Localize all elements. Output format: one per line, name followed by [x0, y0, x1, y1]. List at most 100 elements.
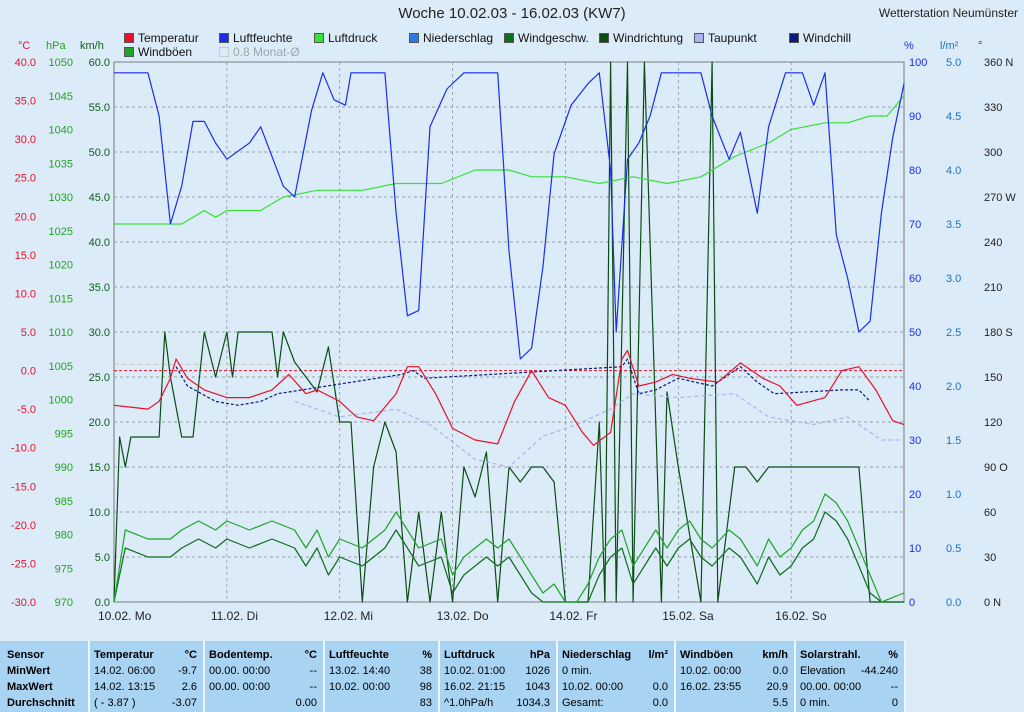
- stats-cell-time: Gesamt:: [562, 697, 604, 709]
- direction-tick-label: 330: [984, 102, 1002, 114]
- direction-tick-label: 120: [984, 417, 1002, 429]
- stats-column-header: Solarstrahl.%: [796, 647, 904, 663]
- wind-tick-label: 0.0: [95, 597, 110, 609]
- pressure-unit: hPa: [46, 40, 66, 52]
- stats-cell-value: --: [890, 681, 898, 693]
- temp-tick-label: 35.0: [15, 96, 36, 108]
- direction-tick-label: 90 O: [984, 462, 1008, 474]
- humidity-unit: %: [904, 40, 914, 52]
- stats-cell-row: 00.00. 00:00 --: [205, 679, 323, 695]
- wind-tick-label: 35.0: [89, 282, 110, 294]
- humidity-tick-label: 50: [909, 327, 921, 339]
- stats-column-header: Niederschlag l/m²: [558, 647, 674, 663]
- temp-tick-label: -20.0: [11, 520, 36, 532]
- stats-column: Niederschlag l/m² 0 min. 10.02. 00:00 0.0 Ges…: [558, 641, 676, 712]
- stats-cell-time: 10.02. 01:00: [444, 665, 506, 677]
- pressure-tick-label: 1045: [49, 91, 73, 103]
- pressure-tick-label: 980: [55, 530, 73, 542]
- legend-label: Windchill: [803, 31, 852, 45]
- wind-tick-label: 60.0: [89, 57, 110, 69]
- direction-unit: °: [978, 40, 983, 52]
- stats-column-unit: hPa: [529, 649, 550, 661]
- stats-cell-row: Gesamt: 0.0: [558, 695, 674, 711]
- wind-tick-label: 55.0: [89, 102, 110, 114]
- pressure-tick-label: 1050: [49, 57, 73, 69]
- pressure-tick-label: 1010: [49, 327, 73, 339]
- stats-cell-row: ( - 3.87 ) -3.07: [90, 695, 203, 711]
- rain-tick-label: 0.0: [946, 597, 961, 609]
- direction-tick-label: 240: [984, 237, 1002, 249]
- legend-swatch: [694, 33, 704, 43]
- legend-item: Windböen: [124, 45, 192, 59]
- legend-swatch: [219, 47, 229, 57]
- x-tick-label: 14.02. Fr: [549, 609, 597, 623]
- legend-item: Luftfeuchte: [219, 31, 292, 45]
- stats-cell-value: 1043: [525, 681, 550, 693]
- stats-cell-value: 2.6: [181, 681, 197, 693]
- temp-tick-label: 10.0: [15, 288, 36, 300]
- stats-cell-value: --: [309, 665, 317, 677]
- stats-table: Sensor MinWert MaxWert Durchschnitt Temperat…: [0, 641, 1024, 712]
- legend-item: Luftdruck: [314, 31, 377, 45]
- stats-cell-value: 1026: [525, 665, 550, 677]
- stats-label-text: Sensor: [7, 649, 45, 661]
- legend-label: Niederschlag: [423, 31, 494, 45]
- stats-cell-row: 16.02. 23:55 20.9: [676, 679, 794, 695]
- stats-cell-time: 10.02. 00:00: [562, 681, 624, 693]
- legend-swatch: [504, 33, 514, 43]
- stats-cell-time: 10.02. 00:00: [329, 681, 391, 693]
- stats-cell-value: 0.0: [772, 665, 788, 677]
- stats-column-unit: °C: [184, 649, 197, 661]
- x-tick-label: 12.02. Mi: [324, 609, 373, 623]
- wind-tick-label: 5.0: [95, 552, 110, 564]
- stats-cell-row: 83: [325, 695, 438, 711]
- humidity-tick-label: 20: [909, 489, 921, 501]
- humidity-tick-label: 100: [909, 57, 927, 69]
- pressure-tick-label: 995: [55, 428, 73, 440]
- stats-cell-value: -44.240: [860, 665, 898, 677]
- rain-tick-label: 1.5: [946, 435, 961, 447]
- humidity-tick-label: 40: [909, 381, 921, 393]
- station-name: Wetterstation Neumünster: [878, 6, 1018, 20]
- rain-tick-label: 5.0: [946, 57, 961, 69]
- rain-tick-label: 0.5: [946, 543, 961, 555]
- stats-cell-row: 00.00. 00:00 --: [205, 663, 323, 679]
- direction-tick-label: 210: [984, 282, 1002, 294]
- stats-cell-time: ( - 3.87 ): [94, 697, 136, 709]
- legend-swatch: [409, 33, 419, 43]
- x-tick-label: 15.02. Sa: [662, 609, 714, 623]
- pressure-tick-label: 975: [55, 563, 73, 575]
- legend-label: Taupunkt: [708, 31, 757, 45]
- temp-tick-label: 0.0: [21, 366, 36, 378]
- stats-column-header: Luftdruck hPa: [440, 647, 556, 663]
- stats-cell-time: 00.00. 00:00: [209, 665, 271, 677]
- stats-cell-value: 0: [891, 697, 898, 709]
- legend-label: Windrichtung: [613, 31, 684, 45]
- pressure-tick-label: 1040: [49, 125, 73, 137]
- stats-cell-row: ^1.0hPa/h 1034.3: [440, 695, 556, 711]
- stats-column-title: Temperatur: [94, 649, 154, 661]
- legend-swatch: [599, 33, 609, 43]
- rain-tick-label: 1.0: [946, 489, 961, 501]
- legend-item: 0.8 Monat-Ø: [219, 45, 300, 59]
- pressure-tick-label: 1030: [49, 192, 73, 204]
- humidity-tick-label: 30: [909, 435, 921, 447]
- x-tick-label: 11.02. Di: [211, 609, 258, 623]
- series-luftdruck-line: [114, 95, 905, 225]
- stats-column: Luftfeuchte% 13.02. 14:40 38 10.02. 00:00 98…: [325, 641, 440, 712]
- stats-cell-row: 10.02. 00:00 0.0: [676, 663, 794, 679]
- stats-row-label: MaxWert: [0, 679, 88, 695]
- stats-cell-row: 0.00: [205, 695, 323, 711]
- stats-column-title: Luftfeuchte: [329, 649, 389, 661]
- wind-tick-label: 25.0: [89, 372, 110, 384]
- stats-cell-time: 00.00. 00:00: [209, 681, 271, 693]
- direction-tick-label: 180 S: [984, 327, 1013, 339]
- x-tick-label: 13.02. Do: [437, 609, 489, 623]
- wind-tick-label: 50.0: [89, 147, 110, 159]
- legend-item: Windrichtung: [599, 31, 683, 45]
- stats-cell-row: 16.02. 21:15 1043: [440, 679, 556, 695]
- temp-tick-label: 30.0: [15, 134, 36, 146]
- direction-tick-label: 0 N: [984, 597, 1001, 609]
- temp-tick-label: 20.0: [15, 211, 36, 223]
- stats-column-header: Luftfeuchte%: [325, 647, 438, 663]
